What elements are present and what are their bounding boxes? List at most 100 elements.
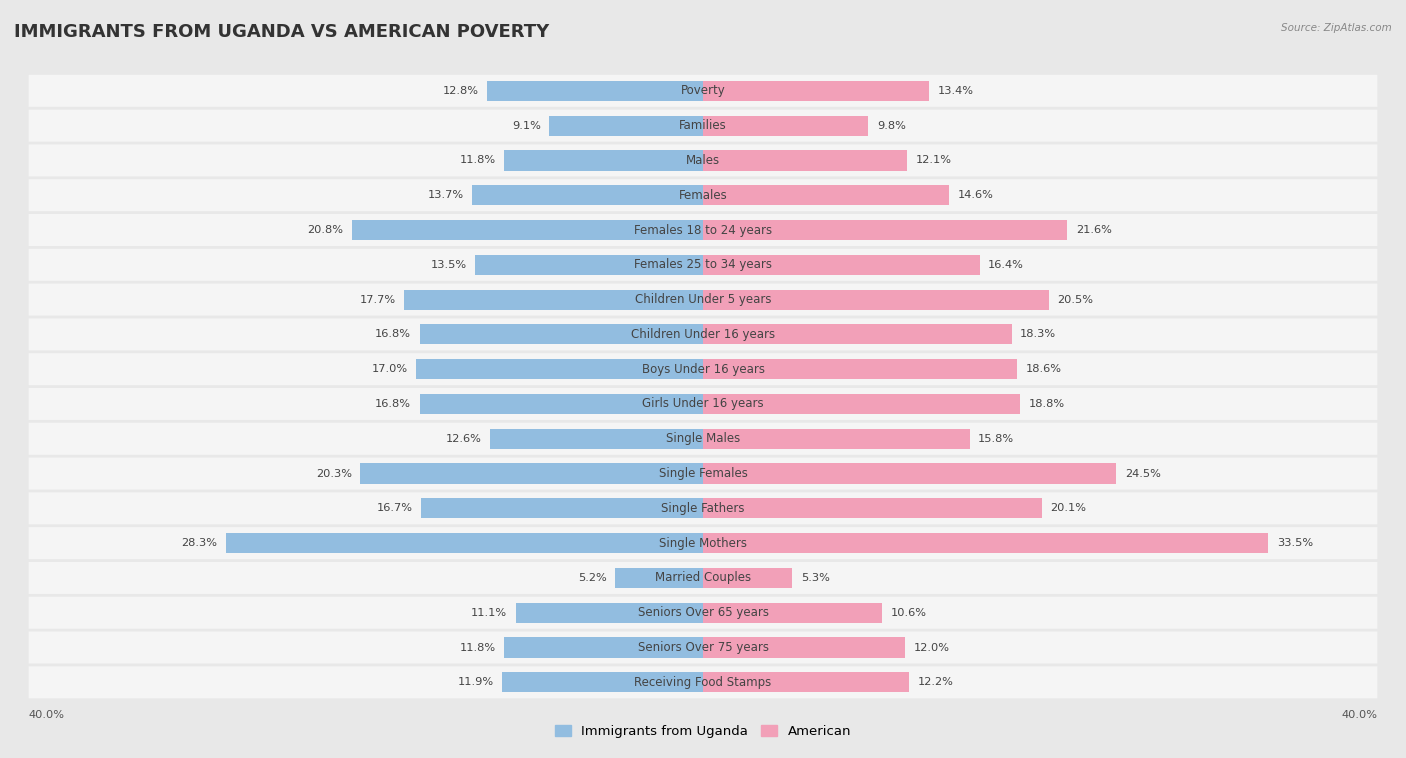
Bar [703, 429, 970, 449]
Bar [516, 603, 703, 623]
Text: IMMIGRANTS FROM UGANDA VS AMERICAN POVERTY: IMMIGRANTS FROM UGANDA VS AMERICAN POVER… [14, 23, 550, 41]
Bar [405, 290, 703, 310]
Bar [703, 568, 793, 588]
Bar [703, 359, 1017, 379]
FancyBboxPatch shape [28, 75, 1378, 107]
Text: 28.3%: 28.3% [181, 538, 217, 548]
Text: Females 18 to 24 years: Females 18 to 24 years [634, 224, 772, 236]
Bar [360, 463, 703, 484]
Text: 12.2%: 12.2% [917, 678, 953, 688]
Text: Children Under 16 years: Children Under 16 years [631, 328, 775, 341]
FancyBboxPatch shape [28, 631, 1378, 663]
Text: Married Couples: Married Couples [655, 572, 751, 584]
Bar [703, 394, 1021, 414]
Text: Girls Under 16 years: Girls Under 16 years [643, 397, 763, 411]
Bar [422, 498, 703, 518]
FancyBboxPatch shape [28, 214, 1378, 246]
Text: 11.8%: 11.8% [460, 155, 495, 165]
Text: 33.5%: 33.5% [1277, 538, 1313, 548]
Bar [703, 255, 980, 275]
FancyBboxPatch shape [28, 458, 1378, 490]
FancyBboxPatch shape [28, 562, 1378, 594]
Text: Receiving Food Stamps: Receiving Food Stamps [634, 676, 772, 689]
Bar [419, 394, 703, 414]
FancyBboxPatch shape [28, 597, 1378, 628]
Text: 20.8%: 20.8% [308, 225, 343, 235]
Text: Single Fathers: Single Fathers [661, 502, 745, 515]
Text: 12.0%: 12.0% [914, 643, 950, 653]
Bar [225, 533, 703, 553]
Text: 13.7%: 13.7% [427, 190, 464, 200]
Text: 18.6%: 18.6% [1025, 364, 1062, 374]
Bar [550, 115, 703, 136]
Text: 18.8%: 18.8% [1029, 399, 1064, 409]
Bar [502, 672, 703, 692]
Bar [703, 150, 907, 171]
Text: Single Mothers: Single Mothers [659, 537, 747, 550]
FancyBboxPatch shape [28, 527, 1378, 559]
Text: 17.0%: 17.0% [371, 364, 408, 374]
Text: 13.4%: 13.4% [938, 86, 973, 96]
Bar [703, 290, 1049, 310]
Text: 40.0%: 40.0% [1341, 710, 1378, 720]
Text: 12.8%: 12.8% [443, 86, 478, 96]
FancyBboxPatch shape [28, 353, 1378, 385]
Bar [419, 324, 703, 344]
Bar [503, 150, 703, 171]
FancyBboxPatch shape [28, 110, 1378, 142]
Bar [703, 220, 1067, 240]
Text: 15.8%: 15.8% [979, 434, 1014, 443]
Text: Poverty: Poverty [681, 84, 725, 97]
Text: Source: ZipAtlas.com: Source: ZipAtlas.com [1281, 23, 1392, 33]
Legend: Immigrants from Uganda, American: Immigrants from Uganda, American [550, 719, 856, 743]
Text: 16.8%: 16.8% [375, 330, 411, 340]
Text: 11.9%: 11.9% [458, 678, 494, 688]
Text: 10.6%: 10.6% [890, 608, 927, 618]
Bar [416, 359, 703, 379]
Text: 5.2%: 5.2% [578, 573, 607, 583]
Text: 20.1%: 20.1% [1050, 503, 1087, 513]
Text: Families: Families [679, 119, 727, 132]
Text: 17.7%: 17.7% [360, 295, 396, 305]
Bar [703, 672, 908, 692]
Text: 24.5%: 24.5% [1125, 468, 1161, 478]
Text: 14.6%: 14.6% [957, 190, 994, 200]
Text: 11.1%: 11.1% [471, 608, 508, 618]
FancyBboxPatch shape [28, 666, 1378, 698]
Text: Seniors Over 75 years: Seniors Over 75 years [637, 641, 769, 654]
FancyBboxPatch shape [28, 283, 1378, 315]
Bar [703, 603, 882, 623]
FancyBboxPatch shape [28, 249, 1378, 280]
Bar [486, 81, 703, 101]
Bar [703, 115, 869, 136]
Text: Females: Females [679, 189, 727, 202]
Bar [491, 429, 703, 449]
Text: Females 25 to 34 years: Females 25 to 34 years [634, 258, 772, 271]
Bar [703, 324, 1012, 344]
Text: 12.1%: 12.1% [915, 155, 952, 165]
Bar [703, 637, 905, 658]
Text: 13.5%: 13.5% [430, 260, 467, 270]
FancyBboxPatch shape [28, 423, 1378, 455]
Bar [703, 185, 949, 205]
Text: 16.7%: 16.7% [377, 503, 413, 513]
FancyBboxPatch shape [28, 388, 1378, 420]
Text: Boys Under 16 years: Boys Under 16 years [641, 362, 765, 376]
Text: Children Under 5 years: Children Under 5 years [634, 293, 772, 306]
Bar [475, 255, 703, 275]
Text: Seniors Over 65 years: Seniors Over 65 years [637, 606, 769, 619]
Text: Single Males: Single Males [666, 432, 740, 445]
Text: 20.5%: 20.5% [1057, 295, 1094, 305]
Text: 11.8%: 11.8% [460, 643, 495, 653]
Text: 16.4%: 16.4% [988, 260, 1024, 270]
Text: 12.6%: 12.6% [446, 434, 482, 443]
Text: 21.6%: 21.6% [1076, 225, 1112, 235]
Bar [703, 533, 1268, 553]
FancyBboxPatch shape [28, 493, 1378, 525]
Bar [503, 637, 703, 658]
Text: 9.8%: 9.8% [877, 121, 905, 130]
FancyBboxPatch shape [28, 179, 1378, 211]
Text: 5.3%: 5.3% [801, 573, 830, 583]
FancyBboxPatch shape [28, 145, 1378, 177]
Bar [616, 568, 703, 588]
